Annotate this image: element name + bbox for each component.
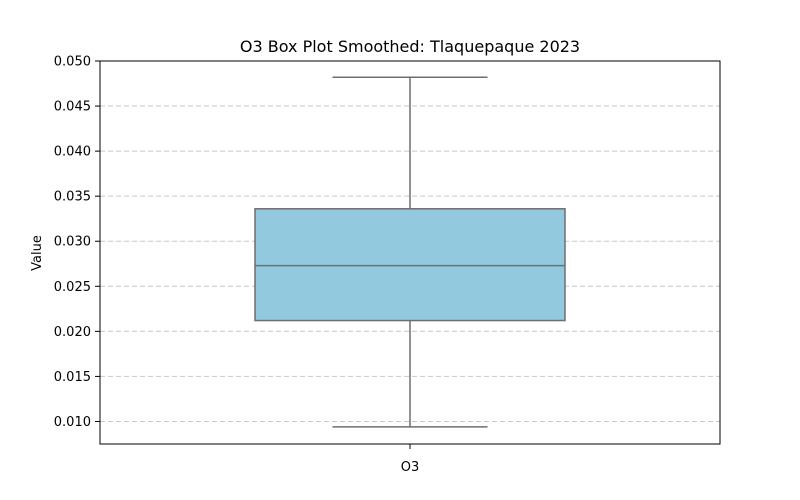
y-tick-label: 0.035 (54, 190, 91, 205)
box-o3 (254, 76, 566, 428)
y-axis: 0.010 0.015 0.020 0.025 0.030 0.035 0.040 0.045… (54, 55, 100, 430)
y-tick-label: 0.025 (54, 280, 91, 295)
plot-area (254, 76, 566, 428)
chart-title: O3 Box Plot Smoothed: Tlaquepaque 2023 (240, 37, 580, 56)
y-tick-label: 0.030 (54, 235, 91, 250)
interquartile-box (254, 208, 566, 322)
y-tick-label: 0.020 (54, 325, 91, 340)
x-axis: O3 (401, 444, 420, 475)
y-tick-label: 0.015 (54, 370, 91, 385)
x-tick-label: O3 (401, 460, 420, 475)
y-tick-label: 0.040 (54, 145, 91, 160)
y-tick-label: 0.010 (54, 415, 91, 430)
grid-lines (100, 105, 720, 422)
y-tick-label: 0.050 (54, 55, 91, 70)
y-tick-label: 0.045 (54, 100, 91, 115)
y-axis-title: Value (30, 235, 45, 271)
